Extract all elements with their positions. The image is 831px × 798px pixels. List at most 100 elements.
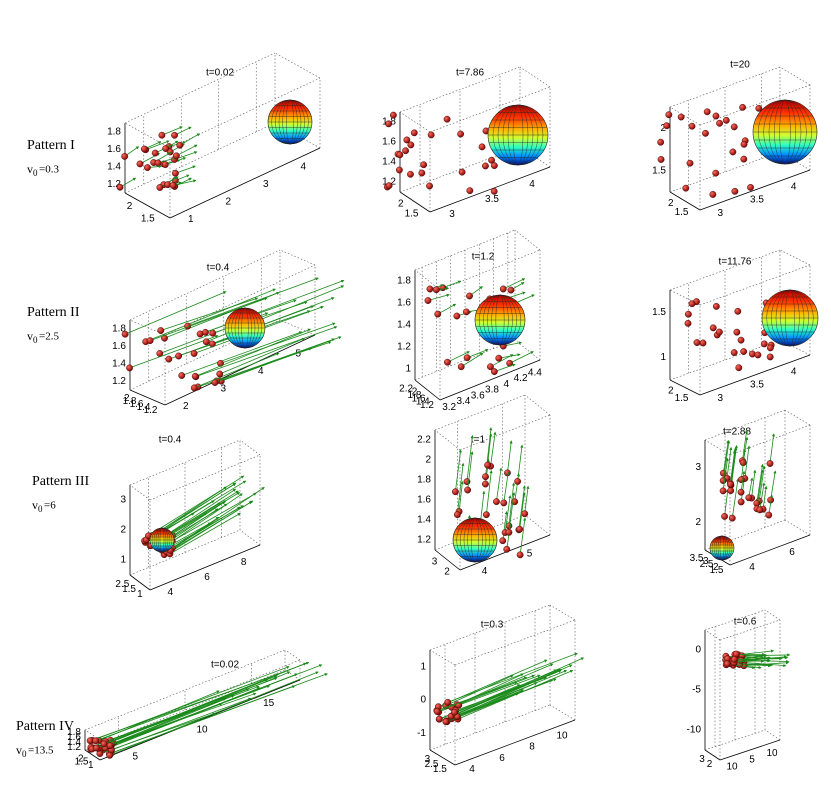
- particle: [154, 159, 162, 167]
- z-tick-label: 1.8: [107, 126, 121, 137]
- y-tick-label: 1.6: [130, 399, 144, 410]
- y-tick-label: 1.2: [420, 400, 434, 411]
- axis-line: [669, 379, 701, 396]
- box-edge: [764, 729, 781, 741]
- velocity-value: =2.5: [39, 331, 59, 343]
- particle: [385, 182, 393, 190]
- particle: [766, 353, 774, 361]
- particle: [488, 156, 495, 164]
- particle: [463, 354, 471, 362]
- panel-title: t=2.88: [723, 427, 752, 438]
- z-tick-label: 0: [420, 695, 426, 706]
- z-tick-label: 1.2: [112, 376, 126, 387]
- particle: [516, 551, 524, 559]
- particle: [121, 330, 129, 338]
- particle: [490, 162, 498, 169]
- x-tick-label: 4: [469, 764, 475, 775]
- x-tick-label: 4: [791, 366, 797, 377]
- box-edge: [439, 249, 541, 291]
- x-tick-label: 4: [504, 379, 510, 390]
- particle: [500, 499, 508, 507]
- box-edge: [704, 629, 721, 641]
- x-tick-label: 6: [789, 547, 795, 558]
- panel-title: t=20: [730, 60, 750, 71]
- x-tick-label: 4: [300, 161, 306, 172]
- x-tick-label: 3.6: [471, 390, 485, 401]
- particle: [745, 494, 753, 502]
- z-tick-label: 1.4: [417, 515, 431, 526]
- z-tick-label: 1.8: [112, 323, 126, 334]
- particle: [144, 164, 151, 171]
- panel-title: t=11.76: [719, 257, 752, 268]
- y-tick-label: 2.2: [399, 383, 413, 394]
- y-tick-label: 2: [78, 753, 84, 764]
- y-tick-label: 1.4: [137, 402, 151, 413]
- particle: [755, 104, 763, 112]
- velocity-arrow: [724, 488, 730, 517]
- box-edge: [514, 229, 541, 251]
- velocity-arrow: [769, 433, 776, 464]
- particle: [93, 744, 100, 752]
- particle: [723, 660, 731, 668]
- y-tick-label: 1.5: [122, 584, 136, 595]
- z-tick-label: 1.2: [67, 742, 81, 753]
- box-edge: [519, 66, 551, 88]
- particle: [172, 152, 180, 160]
- velocity-arrow: [148, 475, 245, 537]
- y-tick-label: 2: [713, 562, 719, 573]
- axis-line: [434, 549, 461, 571]
- velocity-arrow: [219, 337, 306, 375]
- particle: [748, 350, 756, 358]
- y-tick-label: 1.5: [710, 565, 724, 576]
- x-tick-label: 3.5: [485, 194, 499, 205]
- y-tick-label: 1: [88, 760, 94, 771]
- velocity-arrow: [164, 291, 280, 339]
- particle: [490, 187, 498, 195]
- axis-line: [99, 679, 301, 761]
- particle: [657, 138, 665, 146]
- velocity-arrow: [103, 685, 260, 745]
- velocity-arrow: [722, 457, 729, 491]
- x-tick-label: 5: [527, 548, 533, 559]
- box-edge: [454, 619, 576, 666]
- x-tick-label: 10: [196, 725, 208, 736]
- particle: [499, 537, 507, 545]
- box-edge: [124, 52, 276, 124]
- velocity-arrow: [734, 657, 783, 661]
- z-tick-label: 1.8: [67, 727, 81, 738]
- box-edge: [84, 729, 101, 741]
- particle: [737, 657, 745, 664]
- particle: [442, 718, 450, 726]
- box-edge: [279, 249, 316, 266]
- particle: [126, 364, 133, 372]
- z-tick-label: 1: [120, 555, 126, 566]
- y-tick-label: 2: [127, 201, 133, 212]
- particle: [760, 340, 768, 348]
- particle: [703, 108, 711, 116]
- particle: [432, 286, 440, 294]
- velocity-arrow: [524, 485, 530, 514]
- velocity-arrow: [503, 278, 526, 290]
- velocity-arrow: [467, 451, 474, 491]
- particle: [730, 123, 738, 131]
- velocity-arrow: [149, 297, 268, 341]
- x-tick-label: 4: [482, 566, 488, 577]
- particle: [478, 143, 486, 151]
- axis-line: [429, 166, 551, 213]
- box-edge: [429, 649, 456, 666]
- y-tick-label: 1.5: [433, 764, 447, 775]
- box-edge: [124, 122, 276, 194]
- box-edge: [719, 619, 781, 641]
- velocity-arrow: [109, 671, 319, 756]
- z-tick-label: 1.6: [382, 137, 396, 148]
- box-edge: [704, 409, 786, 441]
- particle: [136, 160, 144, 168]
- axis-line: [669, 191, 701, 211]
- y-tick-label: 3.5: [690, 553, 704, 564]
- x-tick-label: 3.5: [750, 380, 764, 391]
- particle: [684, 310, 692, 318]
- y-tick-label: 3: [425, 754, 431, 765]
